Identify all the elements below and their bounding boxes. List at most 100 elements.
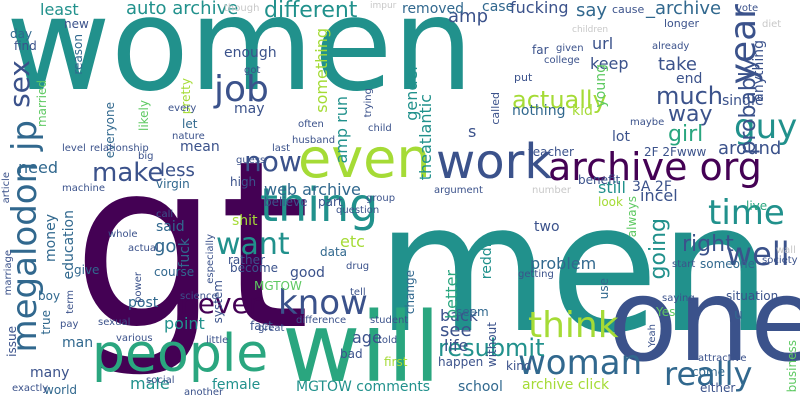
word: guy (734, 107, 798, 147)
word: tell (350, 287, 366, 298)
word: seem (456, 305, 489, 319)
word: article (1, 172, 12, 204)
word: either (700, 381, 736, 395)
word: diet (762, 19, 782, 30)
word: fucking (510, 0, 569, 17)
word: number (532, 185, 572, 196)
word: become (230, 261, 279, 275)
word: actual (128, 243, 159, 254)
word: enough (224, 45, 277, 61)
word: great (258, 323, 285, 334)
word: now (244, 145, 302, 178)
word: time (708, 193, 785, 233)
word: attractive (698, 353, 747, 364)
word: resubmit (438, 334, 545, 362)
word: anything (751, 40, 767, 102)
word: vote (736, 3, 759, 14)
word: child (368, 123, 392, 134)
word: another (184, 387, 224, 398)
word: money (43, 214, 59, 262)
word: longer (664, 17, 700, 30)
word: new (64, 17, 89, 31)
word: still (598, 178, 626, 197)
word: something (312, 28, 331, 113)
word: problem (530, 254, 597, 273)
word: question (336, 205, 380, 216)
word: shit (232, 213, 258, 229)
word: people (92, 324, 269, 384)
word: MGTOW comments (296, 379, 431, 395)
word: science (180, 291, 218, 302)
word: much (656, 82, 723, 110)
word: relationship (90, 143, 149, 154)
word: work (436, 134, 553, 190)
word: likely (137, 100, 151, 132)
word: woman (518, 343, 643, 383)
word: amp run (332, 96, 351, 164)
word: women (6, 0, 474, 120)
word: cause (612, 3, 645, 16)
word: little (206, 335, 229, 346)
word: female (212, 377, 261, 393)
word: high (230, 175, 257, 189)
word: right (682, 232, 734, 257)
word: guess (236, 155, 266, 166)
word: fact (250, 319, 273, 333)
word: kind (506, 359, 532, 373)
word: male (130, 374, 170, 393)
word: saying (662, 293, 695, 304)
word: good (290, 265, 325, 281)
word: really (664, 355, 753, 393)
word: called (489, 92, 502, 125)
word: told (378, 335, 398, 346)
word: fuck (177, 238, 193, 268)
word: even (298, 127, 431, 190)
word: big (138, 151, 154, 162)
word: far (532, 43, 549, 57)
word: way (668, 102, 713, 127)
word: megalodon jp (5, 120, 45, 353)
word: pay (60, 319, 79, 330)
word: children (572, 25, 609, 35)
word: sexual (98, 317, 131, 328)
word: amp (448, 6, 488, 27)
word: boy (38, 289, 61, 303)
word: less (160, 160, 195, 181)
word: nothing (512, 103, 566, 119)
word: one (608, 254, 800, 387)
word: want (216, 227, 290, 262)
word: web archive (264, 180, 361, 199)
word: world (44, 383, 78, 397)
word: Yes (656, 305, 676, 319)
word: level (62, 143, 86, 154)
word: kid (572, 103, 593, 119)
word: age (352, 328, 382, 347)
word: give (74, 263, 100, 277)
word: _archive (646, 0, 722, 19)
word: Yeah (647, 324, 658, 348)
word: two (534, 219, 560, 235)
word: theatlantic (416, 94, 435, 181)
word: go (154, 236, 177, 257)
word: least (40, 0, 79, 19)
word: impur (370, 1, 397, 11)
word: though (224, 3, 260, 14)
word: course (154, 265, 195, 279)
word: say (576, 0, 608, 21)
word: post (128, 295, 159, 311)
word: job (214, 69, 269, 110)
word: need (18, 158, 58, 177)
word: always (625, 196, 639, 238)
word: look (598, 195, 623, 209)
word: someone (700, 257, 755, 271)
word: come (692, 365, 726, 379)
word: bad (340, 347, 363, 361)
word: various (116, 333, 153, 344)
word: young (593, 64, 609, 108)
word: nature (172, 131, 205, 142)
word: call (156, 209, 174, 220)
word: girl (668, 122, 704, 147)
word: business (785, 340, 799, 393)
word: believe (264, 195, 308, 209)
word: men (376, 165, 772, 372)
